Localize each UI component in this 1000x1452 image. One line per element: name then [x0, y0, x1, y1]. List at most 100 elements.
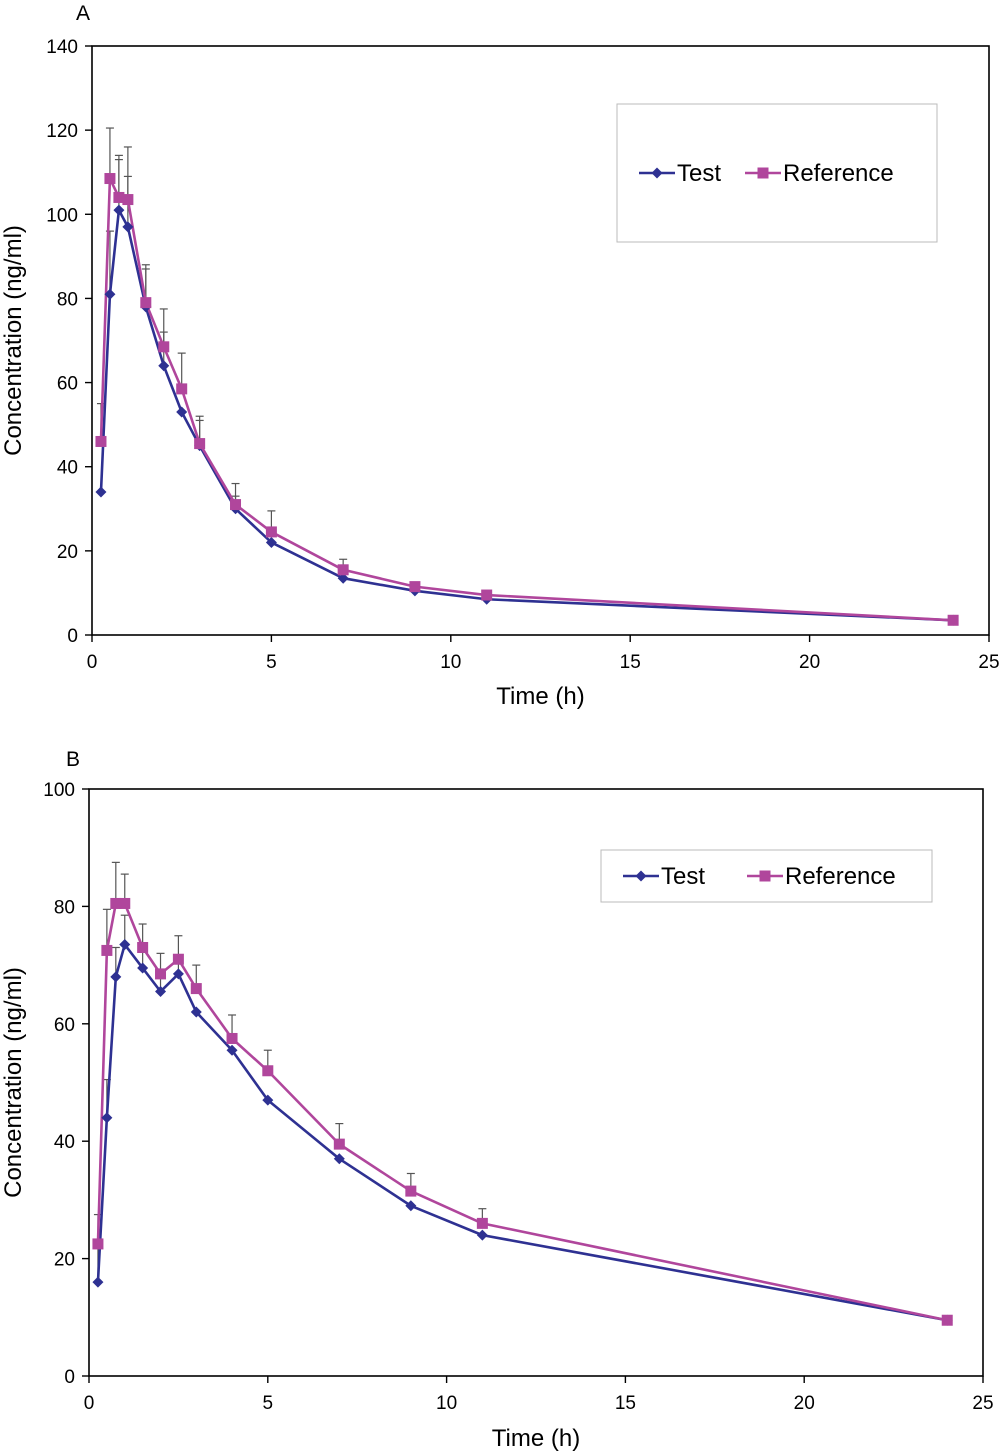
data-point-reference [119, 897, 131, 909]
legend-marker-test [635, 870, 647, 882]
y-axis-title: Concentration (ng/ml) [0, 967, 27, 1198]
data-point-reference [947, 614, 959, 626]
x-tick-label: 10 [440, 652, 461, 673]
y-tick-label: 20 [54, 1250, 75, 1271]
data-point-test [155, 986, 167, 998]
data-point-reference [481, 589, 493, 601]
x-tick-label: 15 [620, 652, 641, 673]
error-bar-reference [159, 308, 168, 347]
data-point-reference [190, 983, 202, 995]
series-line-test [96, 943, 948, 1322]
error-bar-reference [123, 146, 132, 200]
y-tick-label: 120 [46, 121, 78, 142]
series-line-reference [99, 177, 954, 622]
x-tick-label: 0 [87, 652, 98, 673]
x-tick-label: 10 [436, 1393, 457, 1414]
data-point-reference [140, 297, 152, 309]
x-tick-label: 25 [972, 1393, 993, 1414]
data-point-test [172, 968, 184, 980]
data-point-reference [409, 581, 421, 593]
data-point-test [405, 1200, 417, 1212]
data-point-reference [104, 173, 116, 185]
data-point-test [95, 486, 107, 498]
data-point-test [337, 572, 349, 584]
data-point-reference [476, 1217, 488, 1229]
y-tick-label: 100 [43, 780, 75, 801]
y-tick-label: 80 [54, 897, 75, 918]
y-tick-label: 140 [46, 37, 78, 58]
legend-label-test: Test [661, 863, 705, 890]
x-tick-label: 0 [84, 1393, 95, 1414]
data-point-reference [113, 191, 125, 203]
data-point-test [104, 288, 116, 300]
data-point-reference [405, 1185, 417, 1197]
data-point-reference [122, 194, 134, 206]
y-tick-label: 60 [57, 374, 78, 395]
data-point-test [113, 204, 125, 216]
x-axis-title: Time (h) [492, 1425, 580, 1452]
data-point-reference [194, 438, 206, 450]
x-axis-title: Time (h) [496, 683, 584, 710]
data-point-test [333, 1153, 345, 1165]
legend-marker-reference [759, 870, 771, 882]
x-tick-label: 20 [799, 652, 820, 673]
data-point-reference [172, 953, 184, 965]
data-point-test [119, 939, 131, 951]
data-point-test [265, 536, 277, 548]
series-line-reference [96, 902, 948, 1322]
data-point-reference [337, 564, 349, 576]
chart-b-svg: B 0 20 40 60 80 100 0 5 10 15 20 25 Time (h) Concentr… [0, 748, 994, 1452]
y-tick-label: 100 [46, 205, 78, 226]
data-point-test [226, 1044, 238, 1056]
data-point-reference [101, 944, 113, 956]
data-point-test [190, 1006, 202, 1018]
x-tick-label: 25 [978, 652, 999, 673]
data-point-test [476, 1229, 488, 1241]
error-bar-reference [114, 154, 123, 198]
data-point-test [137, 962, 149, 974]
data-point-test [262, 1094, 274, 1106]
data-point-test [176, 406, 188, 418]
legend-label-test: Test [677, 160, 721, 187]
error-bar-reference [111, 861, 120, 904]
data-point-reference [262, 1065, 274, 1077]
data-point-reference [92, 1238, 104, 1250]
y-tick-label: 80 [57, 289, 78, 310]
series-line-test [99, 208, 954, 622]
data-point-test [101, 1112, 113, 1124]
chart-panel-b: B 0 20 40 60 80 100 0 5 10 15 20 25 Time (h) Concentr… [0, 740, 1000, 1452]
x-tick-label: 5 [263, 1393, 274, 1414]
plot-area-frame [91, 45, 990, 636]
data-point-test [110, 971, 122, 983]
x-tick-label: 5 [266, 652, 277, 673]
data-point-reference [230, 499, 242, 511]
data-point-reference [265, 526, 277, 538]
error-bar-reference [177, 352, 186, 389]
panel-label-b: B [66, 748, 80, 771]
data-point-reference [941, 1314, 953, 1326]
y-axis-title: Concentration (ng/ml) [0, 225, 27, 456]
data-point-reference [95, 435, 107, 447]
data-point-test [92, 1276, 104, 1288]
data-point-reference [137, 941, 149, 953]
legend-marker-reference [757, 167, 769, 179]
error-bar-reference [105, 127, 114, 179]
legend-label-reference: Reference [785, 863, 896, 890]
y-tick-label: 60 [54, 1015, 75, 1036]
data-point-test [122, 221, 134, 233]
chart-panel-a: A 0 20 40 60 80 100 120 140 0 5 10 15 20 25 Time (h) Co… [0, 0, 1000, 720]
y-tick-label: 0 [64, 1367, 75, 1388]
data-point-reference [155, 968, 167, 980]
y-tick-label: 40 [54, 1132, 75, 1153]
data-point-reference [226, 1032, 238, 1044]
data-point-reference [158, 341, 170, 353]
data-point-reference [110, 897, 122, 909]
data-point-reference [333, 1138, 345, 1150]
legend-marker-test [651, 167, 663, 179]
data-point-reference [176, 383, 188, 395]
panel-label-a: A [76, 2, 90, 25]
chart-a-svg: A 0 20 40 60 80 100 120 140 0 5 10 15 20 25 Time (h) Co… [0, 2, 1000, 710]
legend-label-reference: Reference [783, 160, 894, 187]
data-point-test [158, 360, 170, 372]
y-tick-label: 20 [57, 542, 78, 563]
